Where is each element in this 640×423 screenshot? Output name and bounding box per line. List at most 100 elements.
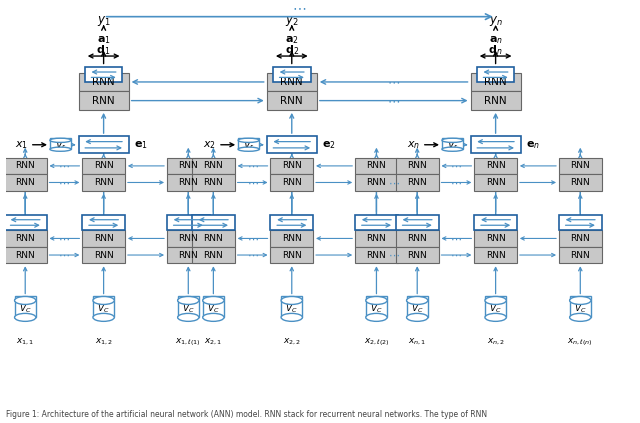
Text: RNN: RNN	[204, 250, 223, 260]
Text: $x_{1,\ell(1)}$: $x_{1,\ell(1)}$	[175, 337, 201, 349]
Text: $\cdots$: $\cdots$	[387, 75, 400, 88]
Bar	[559, 215, 602, 230]
Ellipse shape	[406, 313, 428, 321]
Text: RNN: RNN	[486, 250, 506, 260]
Text: RNN: RNN	[282, 178, 301, 187]
Bar	[477, 67, 515, 82]
Bar	[167, 174, 210, 191]
Text: $\mathbf{d}_2$: $\mathbf{d}_2$	[285, 44, 299, 57]
Bar	[355, 247, 398, 263]
Text: $\mathbf{e}_2$: $\mathbf{e}_2$	[322, 139, 335, 151]
Bar	[485, 297, 506, 317]
Text: $x_1$: $x_1$	[15, 139, 28, 151]
Text: $V_C$: $V_C$	[182, 303, 195, 315]
Text: $\cdots$: $\cdots$	[246, 161, 259, 171]
Bar	[79, 136, 129, 154]
Text: $\mathbf{a}_n$: $\mathbf{a}_n$	[488, 34, 502, 46]
Bar	[167, 158, 210, 174]
Bar	[474, 158, 517, 174]
Text: $y_2$: $y_2$	[285, 14, 299, 28]
Text: $V_r$: $V_r$	[447, 138, 458, 152]
Bar	[192, 174, 235, 191]
Bar	[271, 247, 313, 263]
Ellipse shape	[281, 297, 303, 305]
Text: $\cdots$: $\cdots$	[58, 233, 70, 244]
Text: RNN: RNN	[570, 178, 590, 187]
Bar	[4, 158, 47, 174]
Bar	[167, 230, 210, 247]
Text: RNN: RNN	[407, 234, 427, 243]
Text: $x_{n,\ell(n)}$: $x_{n,\ell(n)}$	[568, 337, 593, 349]
Bar	[79, 91, 129, 110]
Bar	[396, 158, 438, 174]
Text: $x_{2,1}$: $x_{2,1}$	[204, 337, 223, 347]
Text: Figure 1: Architecture of the artificial neural network (ANN) model. RNN stack f: Figure 1: Architecture of the artificial…	[6, 410, 488, 420]
Bar	[406, 297, 428, 317]
Text: RNN: RNN	[15, 234, 35, 243]
Bar	[474, 247, 517, 263]
Text: RNN: RNN	[367, 162, 387, 170]
Bar	[470, 91, 521, 110]
Text: $\cdots$: $\cdots$	[451, 178, 462, 187]
Text: RNN: RNN	[486, 178, 506, 187]
Text: RNN: RNN	[282, 162, 301, 170]
Bar	[83, 158, 125, 174]
Bar	[85, 67, 122, 82]
Bar	[4, 174, 47, 191]
Text: RNN: RNN	[282, 234, 301, 243]
Bar	[470, 136, 521, 154]
Bar	[396, 215, 438, 230]
Text: RNN: RNN	[407, 178, 427, 187]
Text: $\mathbf{d}_n$: $\mathbf{d}_n$	[488, 44, 503, 57]
Bar	[93, 297, 115, 317]
Text: RNN: RNN	[486, 234, 506, 243]
Ellipse shape	[15, 313, 36, 321]
Ellipse shape	[366, 297, 387, 305]
Text: $V_C$: $V_C$	[411, 303, 424, 315]
Bar	[442, 138, 463, 149]
Text: RNN: RNN	[367, 234, 387, 243]
Text: $V_C$: $V_C$	[574, 303, 587, 315]
Bar	[83, 215, 125, 230]
Text: RNN: RNN	[93, 234, 113, 243]
Text: $V_C$: $V_C$	[490, 303, 502, 315]
Text: RNN: RNN	[484, 96, 507, 106]
Text: RNN: RNN	[93, 162, 113, 170]
Bar	[559, 158, 602, 174]
Bar	[238, 138, 259, 149]
Bar	[167, 247, 210, 263]
Text: $V_C$: $V_C$	[370, 303, 383, 315]
Bar	[192, 215, 235, 230]
Text: $\cdots$: $\cdots$	[388, 250, 399, 260]
Bar	[267, 73, 317, 91]
Text: $\cdots$: $\cdots$	[387, 94, 400, 107]
Bar	[83, 247, 125, 263]
Bar	[559, 247, 602, 263]
Text: $x_{1,2}$: $x_{1,2}$	[95, 337, 113, 347]
Text: RNN: RNN	[179, 234, 198, 243]
Bar	[355, 215, 398, 230]
Text: RNN: RNN	[92, 96, 115, 106]
Text: RNN: RNN	[407, 162, 427, 170]
Bar	[83, 174, 125, 191]
Text: RNN: RNN	[15, 178, 35, 187]
Text: $x_2$: $x_2$	[203, 139, 216, 151]
Text: $\mathbf{e}_1$: $\mathbf{e}_1$	[134, 139, 148, 151]
Text: RNN: RNN	[92, 77, 115, 87]
Bar	[83, 230, 125, 247]
Ellipse shape	[203, 297, 224, 305]
Text: $\cdots$: $\cdots$	[246, 250, 259, 260]
Bar	[396, 230, 438, 247]
Text: RNN: RNN	[570, 250, 590, 260]
Bar	[4, 230, 47, 247]
Text: $\cdots$: $\cdots$	[58, 161, 70, 171]
Bar	[15, 297, 36, 317]
Text: $\cdots$: $\cdots$	[451, 250, 462, 260]
Text: $x_{n,2}$: $x_{n,2}$	[486, 337, 505, 347]
Bar	[570, 297, 591, 317]
Bar	[50, 138, 71, 149]
Bar	[559, 230, 602, 247]
Bar	[4, 215, 47, 230]
Ellipse shape	[485, 297, 506, 305]
Text: $\cdots$: $\cdots$	[246, 178, 259, 187]
